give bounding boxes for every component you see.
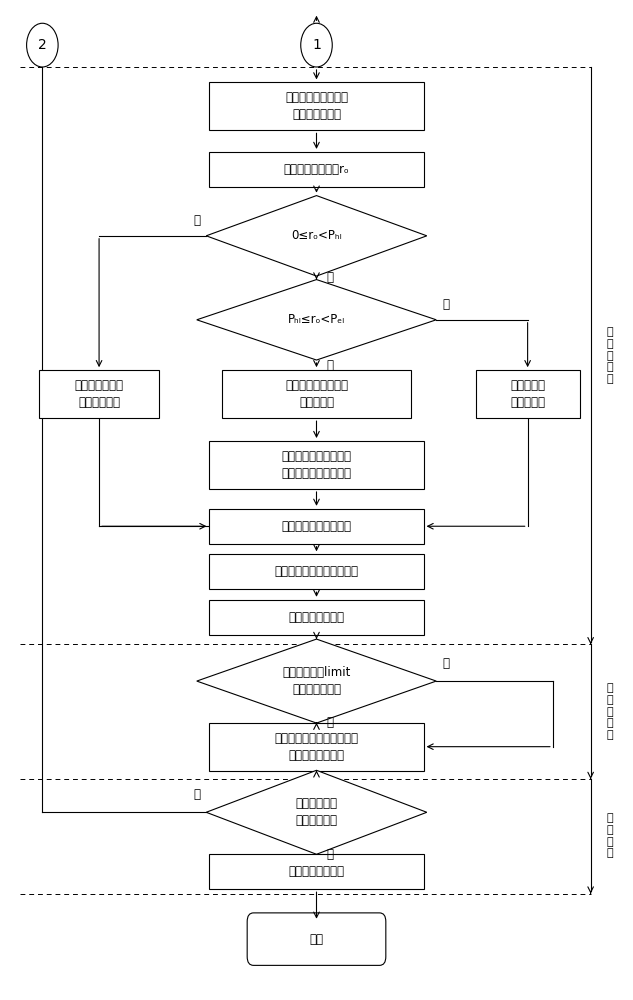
Text: 对较优食物源进行随机
权重学习形成新食物源: 对较优食物源进行随机 权重学习形成新食物源 (282, 450, 351, 480)
Text: 该食物源引领蜂变成侦察蜂
随机生成新食物源: 该食物源引领蜂变成侦察蜂 随机生成新食物源 (275, 732, 358, 762)
Text: 随机变异产
生新食物源: 随机变异产 生新食物源 (510, 379, 545, 409)
FancyBboxPatch shape (210, 509, 423, 544)
Text: 否: 否 (442, 657, 449, 670)
Text: 0≤rₒ<Pₕₗ: 0≤rₒ<Pₕₗ (291, 229, 342, 242)
Text: 跟
随
蜂
阶
段: 跟 随 蜂 阶 段 (606, 327, 613, 384)
Text: 是: 是 (326, 716, 333, 729)
Text: 是: 是 (193, 214, 200, 227)
Polygon shape (206, 770, 427, 854)
FancyBboxPatch shape (210, 152, 423, 187)
Text: 结
束
阶
段: 结 束 阶 段 (606, 814, 613, 858)
Text: 否: 否 (326, 271, 333, 284)
Polygon shape (197, 280, 436, 360)
Text: 结束: 结束 (310, 933, 323, 946)
Text: 调用评价次数
是否达到上限: 调用评价次数 是否达到上限 (296, 797, 337, 827)
Text: 2: 2 (38, 38, 47, 52)
FancyBboxPatch shape (210, 554, 423, 589)
Text: 输出非支配前沿解: 输出非支配前沿解 (289, 865, 344, 878)
FancyBboxPatch shape (210, 854, 423, 889)
Text: 是否有食物源limit
次迭代没有改善: 是否有食物源limit 次迭代没有改善 (282, 666, 351, 696)
Text: 是: 是 (326, 359, 333, 372)
Circle shape (301, 23, 332, 67)
Text: 是: 是 (326, 848, 333, 861)
Text: 新食物源约束校验修正: 新食物源约束校验修正 (282, 520, 351, 533)
Text: 跟随蜂生成随机数rₒ: 跟随蜂生成随机数rₒ (284, 163, 349, 176)
Text: 新旧食物源精英选择和更新: 新旧食物源精英选择和更新 (275, 565, 358, 578)
Text: 随机选择两个食物源
比较后选优: 随机选择两个食物源 比较后选优 (285, 379, 348, 409)
FancyBboxPatch shape (247, 913, 386, 965)
FancyBboxPatch shape (210, 82, 423, 130)
Text: 1: 1 (312, 38, 321, 52)
Text: 计算反向食物源
作为新食物源: 计算反向食物源 作为新食物源 (75, 379, 123, 409)
FancyBboxPatch shape (222, 370, 411, 418)
Polygon shape (206, 196, 427, 276)
Text: 食物源非支配排序: 食物源非支配排序 (289, 611, 344, 624)
Text: Pₕₗ≤rₒ<Pₑₗ: Pₕₗ≤rₒ<Pₑₗ (288, 313, 345, 326)
Text: 跟随蜂根据秩轮盘赌
随机选择食物源: 跟随蜂根据秩轮盘赌 随机选择食物源 (285, 91, 348, 121)
FancyBboxPatch shape (210, 723, 423, 771)
FancyBboxPatch shape (39, 370, 159, 418)
Text: 否: 否 (442, 298, 449, 311)
Text: 否: 否 (193, 788, 200, 801)
Polygon shape (197, 639, 436, 723)
FancyBboxPatch shape (475, 370, 580, 418)
FancyBboxPatch shape (210, 441, 423, 489)
FancyBboxPatch shape (210, 600, 423, 635)
Circle shape (27, 23, 58, 67)
Text: 侦
察
蜂
阶
段: 侦 察 蜂 阶 段 (606, 683, 613, 740)
